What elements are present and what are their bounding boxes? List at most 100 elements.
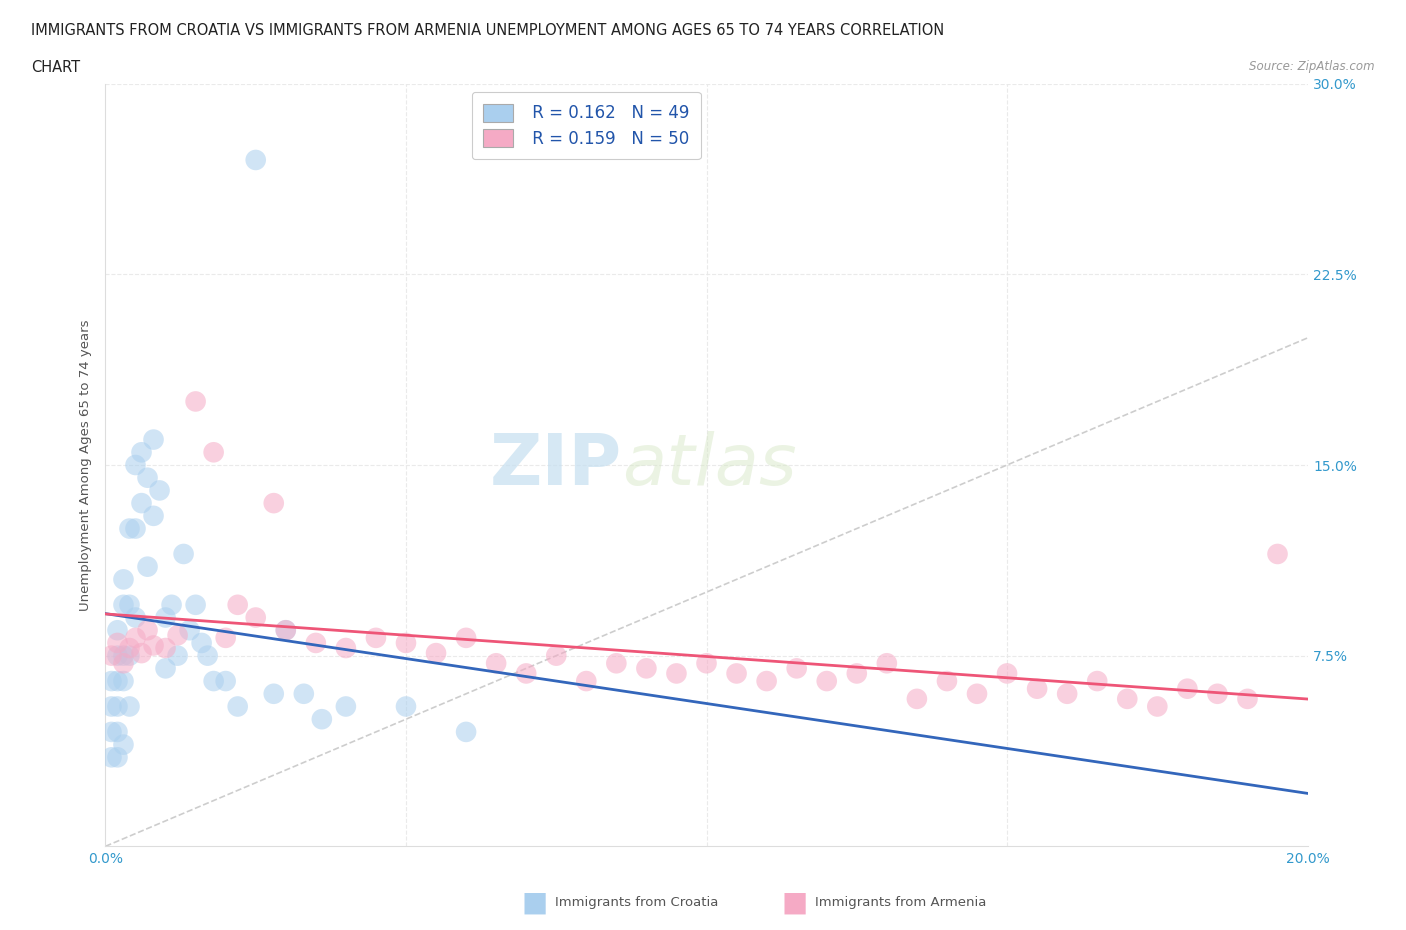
Point — [107, 623, 129, 638]
Point — [274, 623, 297, 638]
Point — [905, 691, 928, 706]
Point — [1116, 691, 1139, 706]
Point — [214, 631, 236, 645]
Point — [966, 686, 988, 701]
Point — [155, 641, 177, 656]
Point — [166, 628, 188, 643]
Point — [142, 509, 165, 524]
Point — [184, 597, 207, 612]
Legend:  R = 0.162   N = 49,  R = 0.159   N = 50: R = 0.162 N = 49, R = 0.159 N = 50 — [472, 92, 700, 159]
Point — [100, 750, 122, 764]
Point — [155, 661, 177, 676]
Point — [107, 724, 129, 739]
Point — [131, 445, 153, 459]
Point — [245, 610, 267, 625]
Text: IMMIGRANTS FROM CROATIA VS IMMIGRANTS FROM ARMENIA UNEMPLOYMENT AMONG AGES 65 TO: IMMIGRANTS FROM CROATIA VS IMMIGRANTS FR… — [31, 23, 945, 38]
Point — [936, 673, 959, 688]
Text: Source: ZipAtlas.com: Source: ZipAtlas.com — [1250, 60, 1375, 73]
Point — [107, 673, 129, 688]
Point — [112, 737, 135, 752]
Point — [546, 648, 568, 663]
Point — [202, 673, 225, 688]
Point — [263, 686, 285, 701]
Point — [605, 656, 627, 671]
Point — [364, 631, 387, 645]
Point — [112, 597, 135, 612]
Point — [112, 648, 135, 663]
Point — [1085, 673, 1108, 688]
Point — [515, 666, 537, 681]
Point — [148, 483, 170, 498]
Point — [124, 631, 146, 645]
Point — [876, 656, 898, 671]
Point — [107, 635, 129, 650]
Point — [136, 471, 159, 485]
Point — [190, 635, 212, 650]
Point — [118, 699, 141, 714]
Point — [335, 699, 357, 714]
Point — [1026, 682, 1049, 697]
Point — [197, 648, 219, 663]
Text: atlas: atlas — [623, 431, 797, 499]
Y-axis label: Unemployment Among Ages 65 to 74 years: Unemployment Among Ages 65 to 74 years — [79, 319, 93, 611]
Point — [226, 699, 249, 714]
Point — [845, 666, 868, 681]
Point — [100, 648, 122, 663]
Point — [100, 673, 122, 688]
Point — [107, 750, 129, 764]
Point — [118, 641, 141, 656]
Point — [575, 673, 598, 688]
Point — [142, 432, 165, 447]
Point — [142, 638, 165, 653]
Point — [112, 656, 135, 671]
Text: ■: ■ — [782, 888, 807, 916]
Text: CHART: CHART — [31, 60, 80, 75]
Point — [274, 623, 297, 638]
Point — [202, 445, 225, 459]
Point — [136, 623, 159, 638]
Point — [124, 458, 146, 472]
Point — [107, 648, 129, 663]
Point — [755, 673, 778, 688]
Point — [214, 673, 236, 688]
Point — [245, 153, 267, 167]
Point — [155, 610, 177, 625]
Point — [636, 661, 658, 676]
Text: Immigrants from Armenia: Immigrants from Armenia — [815, 896, 987, 909]
Point — [112, 673, 135, 688]
Point — [725, 666, 748, 681]
Point — [184, 394, 207, 409]
Point — [131, 645, 153, 660]
Point — [485, 656, 508, 671]
Point — [311, 711, 333, 726]
Point — [179, 623, 201, 638]
Point — [305, 635, 328, 650]
Point — [112, 572, 135, 587]
Point — [995, 666, 1018, 681]
Point — [100, 724, 122, 739]
Point — [1056, 686, 1078, 701]
Point — [131, 496, 153, 511]
Point — [786, 661, 808, 676]
Text: ZIP: ZIP — [491, 431, 623, 499]
Text: Immigrants from Croatia: Immigrants from Croatia — [555, 896, 718, 909]
Point — [226, 597, 249, 612]
Point — [425, 645, 447, 660]
Point — [815, 673, 838, 688]
Point — [118, 521, 141, 536]
Point — [166, 648, 188, 663]
Point — [1206, 686, 1229, 701]
Point — [124, 521, 146, 536]
Point — [1146, 699, 1168, 714]
Point — [118, 648, 141, 663]
Point — [1236, 691, 1258, 706]
Point — [665, 666, 688, 681]
Point — [696, 656, 718, 671]
Point — [107, 699, 129, 714]
Point — [173, 547, 195, 562]
Point — [454, 631, 477, 645]
Point — [136, 559, 159, 574]
Point — [454, 724, 477, 739]
Point — [160, 597, 183, 612]
Point — [335, 641, 357, 656]
